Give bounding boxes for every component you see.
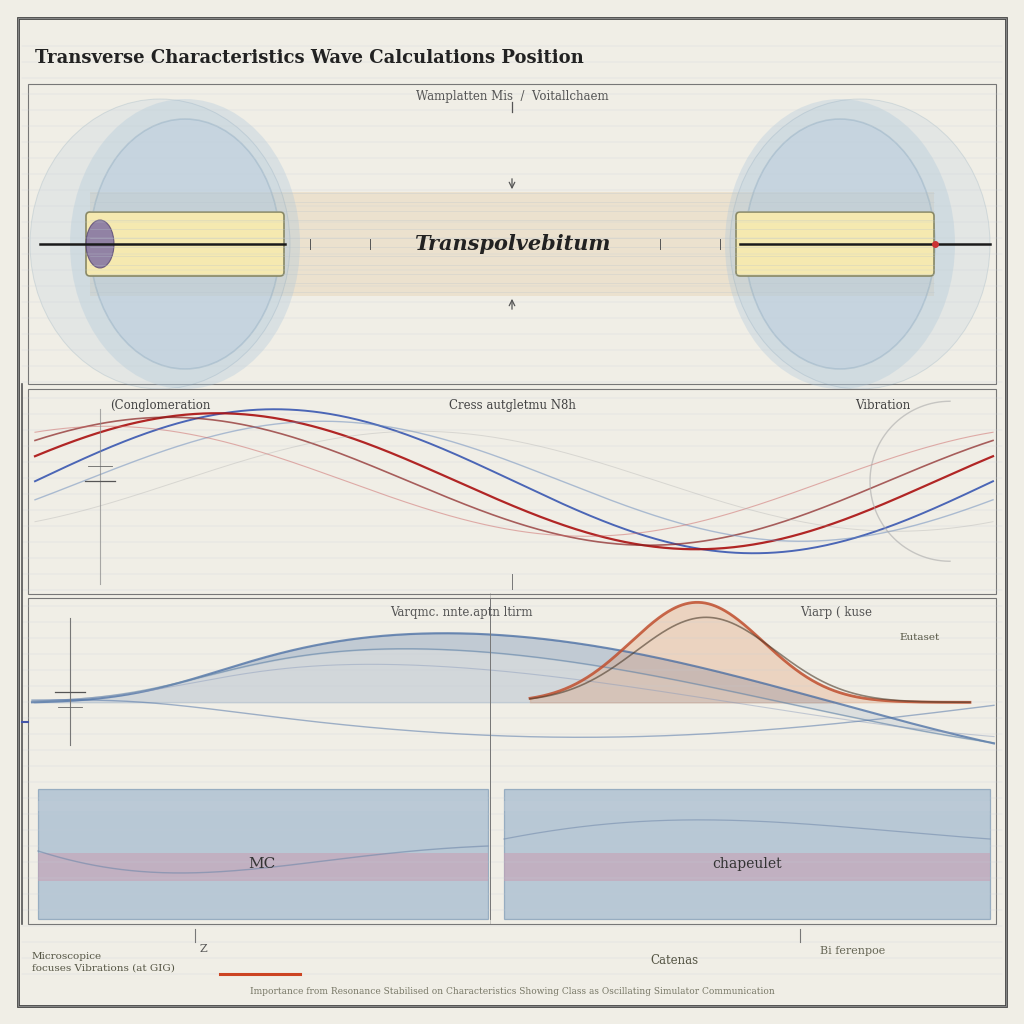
Bar (28, 389, 996, 594)
Text: Bi ferenpoe: Bi ferenpoe (820, 946, 886, 956)
Text: (Conglomeration: (Conglomeration (110, 399, 210, 412)
Text: Catenas: Catenas (650, 954, 698, 967)
Ellipse shape (745, 119, 935, 369)
Bar (38, 801, 488, 811)
Ellipse shape (30, 99, 290, 389)
Text: Vibration: Vibration (855, 399, 910, 412)
Ellipse shape (90, 119, 280, 369)
Bar (38, 790, 488, 919)
Bar (90, 193, 934, 296)
Text: Cress autgletmu N8h: Cress autgletmu N8h (449, 399, 575, 412)
Text: Z: Z (200, 944, 208, 954)
Bar (38, 853, 488, 881)
Bar (504, 801, 990, 811)
Bar (28, 598, 996, 924)
FancyBboxPatch shape (736, 212, 934, 276)
Text: Transpolvebitum: Transpolvebitum (414, 234, 610, 254)
Ellipse shape (70, 99, 300, 389)
FancyBboxPatch shape (86, 212, 284, 276)
Text: Eutaset: Eutaset (900, 633, 940, 642)
Text: Microscopice
focuses Vibrations (at GIG): Microscopice focuses Vibrations (at GIG) (32, 952, 175, 973)
Bar (504, 790, 990, 919)
Bar (28, 84, 996, 384)
Text: chapeulet: chapeulet (712, 857, 781, 871)
Text: Viarp ( kuse: Viarp ( kuse (800, 606, 872, 618)
Text: Varqmc. nnte.aptn ltirm: Varqmc. nnte.aptn ltirm (390, 606, 532, 618)
Text: Wamplatten Mis  /  Voitallchaem: Wamplatten Mis / Voitallchaem (416, 90, 608, 103)
Ellipse shape (86, 220, 114, 268)
Bar (504, 853, 990, 881)
Ellipse shape (730, 99, 990, 389)
Ellipse shape (725, 99, 955, 389)
Text: Importance from Resonance Stabilised on Characteristics Showing Class as Oscilla: Importance from Resonance Stabilised on … (250, 987, 774, 996)
Text: Transverse Characteristics Wave Calculations Position: Transverse Characteristics Wave Calculat… (35, 49, 584, 67)
Text: MC: MC (249, 857, 275, 871)
